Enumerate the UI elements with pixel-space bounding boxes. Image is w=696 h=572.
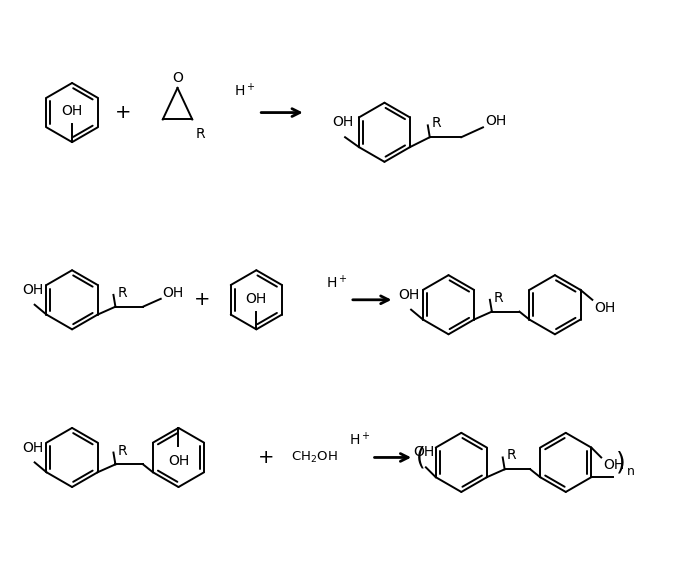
Text: R: R xyxy=(432,117,441,130)
Text: OH: OH xyxy=(168,454,189,467)
Text: R: R xyxy=(494,291,503,305)
Text: OH: OH xyxy=(333,116,354,129)
Text: OH: OH xyxy=(399,288,420,302)
Text: OH: OH xyxy=(603,458,624,472)
Text: OH: OH xyxy=(61,105,83,118)
Text: H$^+$: H$^+$ xyxy=(349,431,370,448)
Text: ): ) xyxy=(616,450,626,474)
Text: OH: OH xyxy=(163,286,184,300)
Text: OH: OH xyxy=(594,301,615,315)
Text: R: R xyxy=(196,128,205,141)
Text: +: + xyxy=(258,448,274,467)
Text: H$^+$: H$^+$ xyxy=(326,275,348,292)
Text: H$^+$: H$^+$ xyxy=(234,82,255,100)
Text: (: ( xyxy=(416,446,426,470)
Text: OH: OH xyxy=(413,446,434,459)
Text: R: R xyxy=(507,448,516,463)
Text: CH$_2$OH: CH$_2$OH xyxy=(291,450,338,465)
Text: OH: OH xyxy=(22,440,43,455)
Text: R: R xyxy=(118,286,127,300)
Text: OH: OH xyxy=(246,292,267,305)
Text: OH: OH xyxy=(485,114,506,129)
Text: OH: OH xyxy=(22,283,43,297)
Text: n: n xyxy=(627,465,635,478)
Text: +: + xyxy=(194,291,210,309)
Text: +: + xyxy=(115,103,132,122)
Text: O: O xyxy=(172,71,183,85)
Text: R: R xyxy=(118,443,127,458)
